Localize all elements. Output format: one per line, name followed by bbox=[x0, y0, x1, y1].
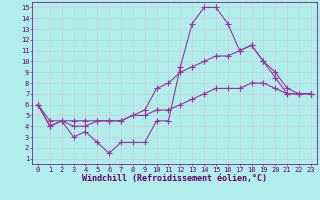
X-axis label: Windchill (Refroidissement éolien,°C): Windchill (Refroidissement éolien,°C) bbox=[82, 174, 267, 183]
